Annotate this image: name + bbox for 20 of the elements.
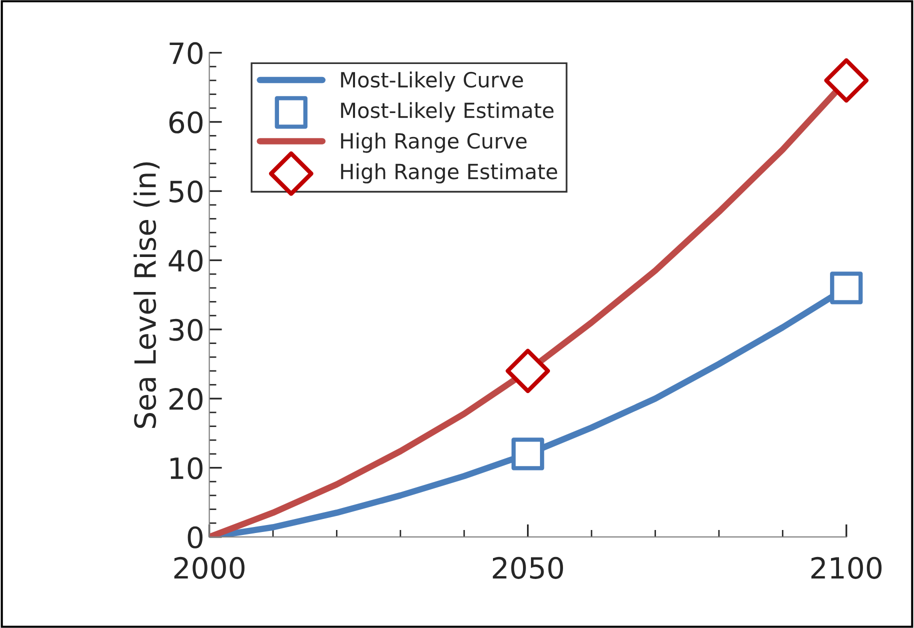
y-tick-label: 30 — [170, 318, 203, 341]
y-tick-label: 60 — [169, 111, 203, 134]
y-tick-label: 20 — [169, 388, 203, 410]
x-tick-label: 2000 — [174, 556, 244, 579]
y-tick-label: 70 — [170, 42, 203, 64]
point — [824, 58, 869, 103]
y-tick-label: 50 — [170, 180, 203, 203]
point — [512, 438, 544, 470]
point — [506, 348, 550, 394]
legend-label: High Range Estimate — [341, 163, 558, 184]
y-tick-label: 10 — [170, 457, 203, 480]
y-axis-title: Sea Level Rise (in) — [134, 162, 160, 428]
legend-label: Most-Likely Estimate — [341, 102, 554, 122]
x-tick-label: 2100 — [811, 556, 882, 579]
y-tick-label: 0 — [188, 526, 203, 548]
x-tick-label: 2050 — [492, 556, 564, 579]
y-tick-label: 40 — [168, 250, 203, 272]
legend-label: Most-Likely Curve — [341, 72, 523, 92]
legend-label: High Range Curve — [341, 132, 527, 153]
point — [830, 272, 863, 304]
